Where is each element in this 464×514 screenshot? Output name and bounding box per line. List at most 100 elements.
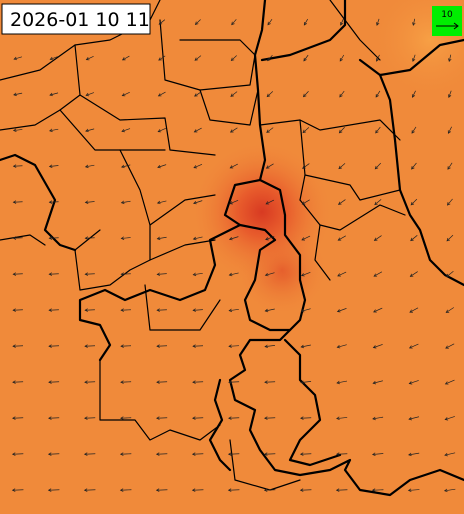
wind-arrow (12, 308, 16, 312)
wind-arrow (156, 417, 168, 419)
wind-arrow (192, 345, 204, 347)
wind-arrow (229, 308, 239, 312)
wind-arrow (408, 452, 420, 456)
wind-arrow (336, 380, 340, 385)
wind-arrow (264, 344, 268, 349)
country-border (358, 58, 464, 287)
wind-arrow (263, 452, 268, 456)
wind-arrow (373, 309, 377, 313)
wind-arrow (48, 164, 53, 168)
wind-arrow (302, 129, 307, 134)
wind-arrow (13, 129, 23, 131)
wind-arrow (120, 453, 132, 455)
wind-arrow (411, 165, 415, 170)
wind-arrow (194, 93, 198, 97)
wind-arrow (445, 343, 455, 349)
wind-arrow (229, 201, 233, 205)
wind-arrow (12, 380, 16, 384)
wind-arrow (85, 201, 95, 203)
legend-label: 10 (441, 10, 453, 20)
wind-arrow (264, 417, 276, 419)
wind-arrow (375, 94, 379, 98)
wind-arrow (48, 417, 60, 419)
legend-box (432, 6, 462, 36)
wind-arrow (230, 91, 238, 97)
wind-arrow (338, 163, 346, 169)
wind-arrow (47, 488, 52, 492)
wind-arrow (265, 165, 270, 169)
wind-arrow (84, 345, 96, 347)
wind-arrow (158, 128, 166, 132)
wind-arrow (229, 200, 239, 204)
wind-arrow (84, 489, 96, 491)
region-border (74, 44, 216, 156)
wind-arrow (47, 452, 52, 456)
wind-arrow (156, 236, 161, 241)
wind-arrow (48, 345, 60, 347)
wind-arrow (194, 57, 199, 61)
wind-arrow (303, 54, 309, 62)
wind-arrow (409, 380, 419, 384)
wind-arrow (84, 416, 88, 420)
wind-arrow (408, 416, 420, 420)
wind-arrow (375, 90, 381, 98)
wind-arrow (373, 344, 383, 348)
timestamp-background (1, 3, 151, 35)
wind-arrow (373, 380, 383, 384)
wind-arrow (121, 128, 131, 132)
region-border (0, 234, 46, 246)
wind-arrow (121, 164, 131, 168)
wind-arrow (84, 381, 96, 383)
wind-arrow (376, 54, 380, 62)
wind-arrow (157, 164, 161, 169)
wind-arrow (408, 345, 413, 349)
wind-arrow (409, 307, 419, 313)
wind-arrow (300, 489, 312, 491)
wind-arrow (372, 416, 384, 420)
wind-arrow (336, 489, 348, 491)
timestamp-box: 2026-01 10 11 (1, 3, 151, 35)
wind-arrow (49, 128, 53, 133)
wind-arrow (299, 452, 304, 456)
wind-arrow (50, 56, 58, 60)
wind-arrow (265, 237, 269, 241)
wind-arrow (12, 489, 24, 491)
wind-arrow (192, 344, 196, 348)
region-border (59, 109, 216, 226)
wind-arrow (83, 452, 88, 456)
wind-arrow (84, 200, 89, 204)
wind-arrow (336, 416, 340, 421)
wind-arrow (13, 92, 17, 97)
wind-arrow (158, 55, 166, 61)
wind-arrow (12, 200, 17, 204)
wind-arrow (375, 126, 381, 134)
wind-arrow (336, 417, 348, 419)
wind-arrow (335, 488, 340, 492)
wind-arrow (303, 18, 309, 26)
wind-arrow (48, 236, 53, 240)
country-border (260, 0, 347, 62)
wind-arrow (410, 201, 415, 206)
wind-arrow (302, 199, 310, 205)
wind-arrow (410, 235, 418, 241)
wind-arrow (374, 201, 378, 206)
wind-arrow (338, 129, 343, 134)
wind-arrow (120, 416, 124, 420)
wind-arrow (48, 489, 60, 491)
wind-arrow (265, 345, 275, 347)
wind-arrow (446, 271, 454, 277)
wind-arrow (448, 94, 452, 98)
wind-arrow (193, 200, 197, 205)
wind-arrow (443, 488, 448, 493)
wind-arrow (265, 199, 275, 205)
wind-arrow (228, 417, 240, 419)
wind-arrow (300, 453, 312, 455)
wind-arrow (192, 236, 197, 241)
wind-arrow (409, 309, 413, 313)
wind-arrow (84, 272, 89, 276)
wind-arrow (231, 55, 237, 61)
wind-arrow (264, 416, 268, 420)
wind-arrow (13, 56, 18, 61)
wind-arrow (228, 489, 240, 491)
